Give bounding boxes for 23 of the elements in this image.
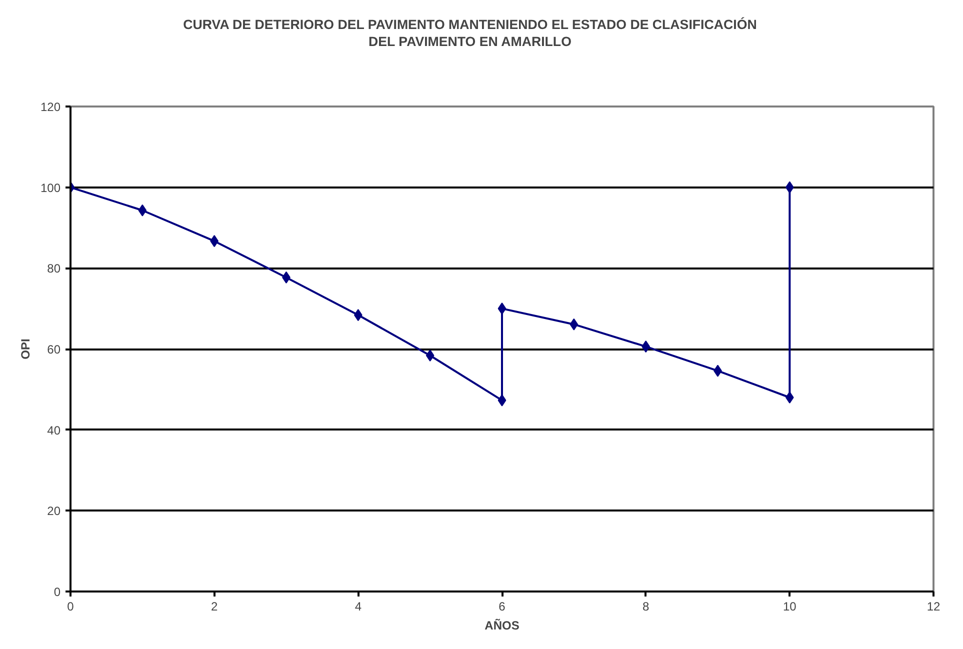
chart-title: CURVA DE DETERIORO DEL PAVIMENTO MANTENIENDO EL ESTADO DE CLASIFICACIÓN DEL PAVIMENTO EN AMARILLO [183,16,757,51]
y-tick-label: 80 [47,262,61,276]
y-tick-label: 20 [47,504,61,518]
point [426,349,434,362]
y-tick-label: 40 [47,423,61,438]
x-tick-label: 8 [642,600,650,614]
x-tick-label: 0 [67,600,74,614]
point [786,392,794,404]
y-axis-title: OPI [18,338,32,360]
point [498,394,506,406]
y-tick-label: 60 [47,342,61,356]
x-axis-title: AÑOS [484,618,520,632]
y-tick-label: 0 [54,585,61,599]
x-tick-label: 6 [498,600,506,614]
point [570,318,578,330]
y-tick-label: 120 [40,100,61,114]
x-tick-label: 12 [926,600,940,614]
x-tick-label: 4 [354,600,362,614]
point [138,204,147,216]
point [498,302,506,315]
x-tick-label: 2 [210,600,218,614]
x-tick-label: 10 [782,600,797,614]
y-tick-label: 100 [40,180,61,195]
